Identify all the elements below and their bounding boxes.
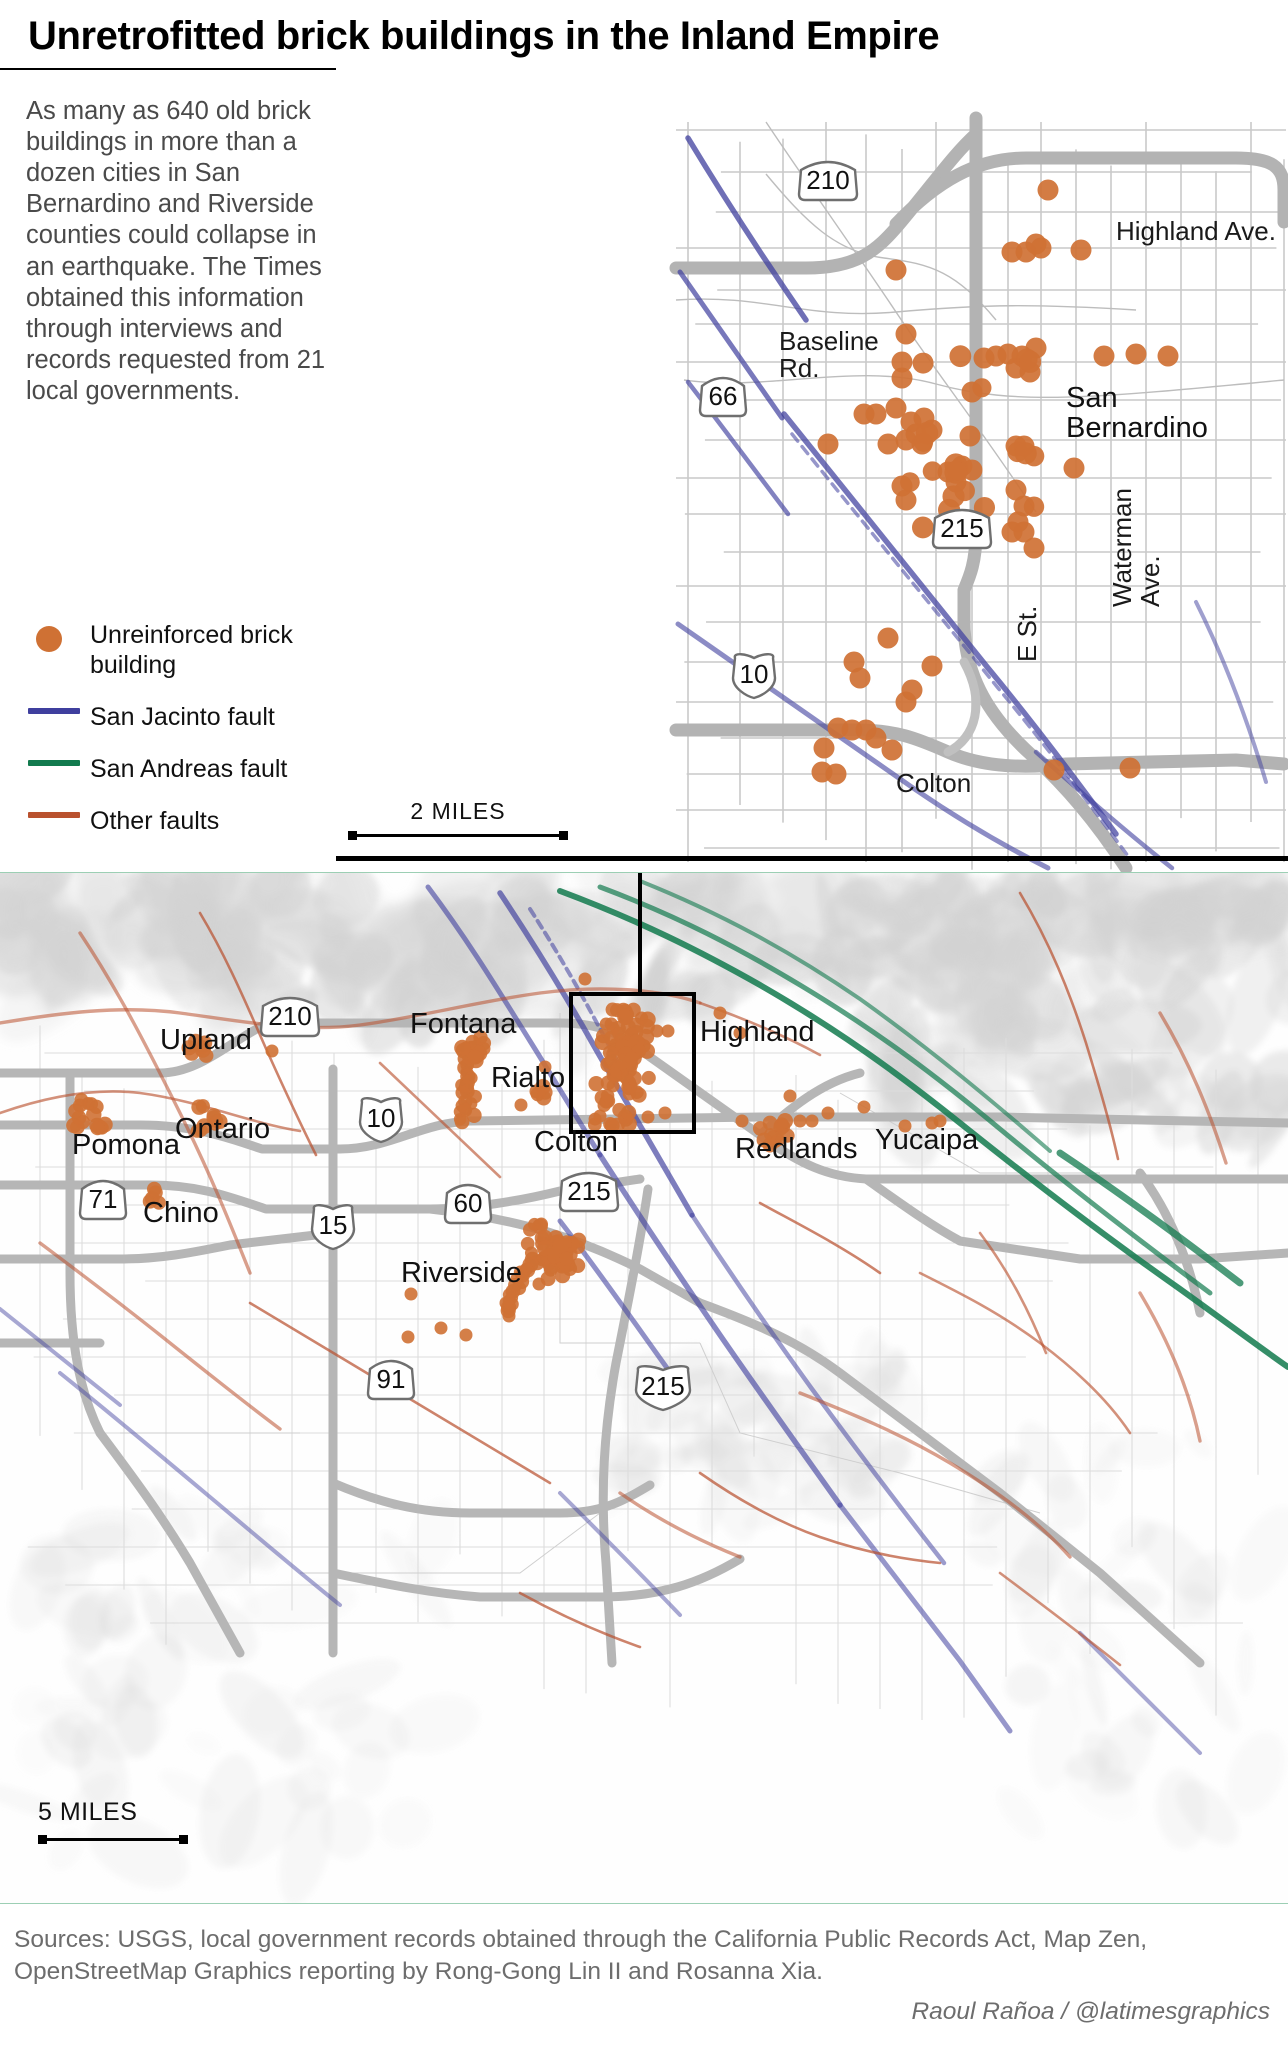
legend-item-label: San Andreas fault bbox=[90, 755, 288, 783]
scale-bar-graphic bbox=[348, 831, 568, 840]
detail-map-san-bernardino[interactable]: Highland Ave. Baseline Rd. E St. Waterman Ave… bbox=[336, 62, 1288, 872]
map-divider bbox=[336, 856, 1288, 861]
svg-text:210: 210 bbox=[806, 165, 849, 195]
svg-text:Riverside: Riverside bbox=[401, 1257, 522, 1289]
svg-text:Highland Ave.: Highland Ave. bbox=[1116, 216, 1276, 246]
svg-text:15: 15 bbox=[319, 1210, 348, 1240]
svg-text:71: 71 bbox=[89, 1184, 118, 1214]
legend-swatch bbox=[26, 806, 90, 818]
svg-text:10: 10 bbox=[740, 659, 769, 689]
sources-note: Sources: USGS, local government records … bbox=[14, 1926, 1148, 1986]
svg-text:210: 210 bbox=[268, 1001, 311, 1031]
legend-item-san-jacinto-fault: San Jacinto fault bbox=[26, 702, 336, 732]
svg-text:Upland: Upland bbox=[160, 1024, 252, 1056]
legend-item-label: San Jacinto fault bbox=[90, 703, 275, 731]
legend-swatch bbox=[26, 620, 90, 652]
svg-text:Colton: Colton bbox=[896, 768, 971, 798]
credit-byline: Raoul Rañoa / @latimesgraphics bbox=[911, 1998, 1270, 2025]
legend-item-label: Other faults bbox=[90, 807, 220, 835]
svg-text:Yucaipa: Yucaipa bbox=[875, 1124, 979, 1156]
other-faults-line-icon bbox=[28, 812, 80, 818]
svg-text:Highland: Highland bbox=[700, 1016, 814, 1048]
brick-building-dot-icon bbox=[36, 626, 62, 652]
svg-text:66: 66 bbox=[709, 381, 738, 411]
page-title: Unretrofitted brick buildings in the Inl… bbox=[28, 14, 940, 58]
san-andreas-line-icon bbox=[28, 760, 80, 766]
legend-swatch bbox=[26, 754, 90, 766]
svg-text:10: 10 bbox=[367, 1103, 396, 1133]
svg-text:215: 215 bbox=[940, 513, 983, 543]
svg-text:Baseline: Baseline bbox=[779, 326, 879, 356]
svg-text:Chino: Chino bbox=[143, 1197, 219, 1229]
svg-text:Colton: Colton bbox=[534, 1126, 618, 1158]
intro-paragraph: As many as 640 old brick buildings in mo… bbox=[26, 97, 326, 405]
svg-text:60: 60 bbox=[454, 1188, 483, 1218]
legend-item-brick-building: Unreinforced brick building bbox=[26, 620, 336, 680]
svg-text:Ontario: Ontario bbox=[175, 1113, 270, 1145]
scale-label: 2 MILES bbox=[410, 798, 506, 824]
svg-text:Ave.: Ave. bbox=[1135, 555, 1165, 607]
svg-text:Pomona: Pomona bbox=[72, 1129, 181, 1161]
scale-bar-graphic bbox=[38, 1835, 188, 1844]
svg-text:Waterman: Waterman bbox=[1107, 488, 1137, 607]
svg-text:San: San bbox=[1066, 382, 1118, 414]
svg-text:Redlands: Redlands bbox=[735, 1133, 858, 1165]
legend-item-san-andreas-fault: San Andreas fault bbox=[26, 754, 336, 784]
san-jacinto-line-icon bbox=[28, 708, 80, 714]
svg-text:Rd.: Rd. bbox=[779, 353, 819, 383]
svg-text:Fontana: Fontana bbox=[410, 1008, 517, 1040]
legend-item-label: Unreinforced brick building bbox=[90, 621, 293, 679]
overview-map-scale: 5 MILES bbox=[38, 1798, 188, 1844]
svg-text:E St.: E St. bbox=[1012, 606, 1042, 662]
svg-text:Rialto: Rialto bbox=[491, 1062, 565, 1094]
svg-text:215: 215 bbox=[641, 1371, 684, 1401]
legend-item-other-faults: Other faults bbox=[26, 806, 336, 836]
detail-map-scale: 2 MILES bbox=[348, 798, 568, 840]
svg-text:Bernardino: Bernardino bbox=[1066, 412, 1208, 444]
scale-label: 5 MILES bbox=[38, 1798, 138, 1826]
overview-map-inland-empire[interactable]: Upland Ontario Pomona Chino Fontana Rialto Riv… bbox=[0, 872, 1288, 1904]
svg-text:215: 215 bbox=[567, 1176, 610, 1206]
svg-text:91: 91 bbox=[377, 1364, 406, 1394]
legend: Unreinforced brick building San Jacinto … bbox=[26, 620, 336, 858]
legend-swatch bbox=[26, 702, 90, 714]
